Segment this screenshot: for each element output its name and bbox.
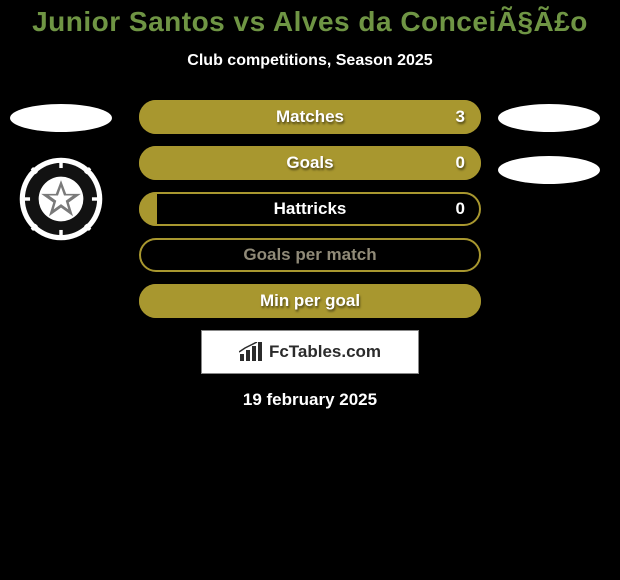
stat-row-min-per-goal: Min per goal xyxy=(139,284,481,318)
stat-row-goals-per-match: Goals per match xyxy=(139,238,481,272)
stat-row-hattricks: Hattricks 0 xyxy=(139,192,481,226)
stat-value: 0 xyxy=(456,194,465,224)
footer-date: 19 february 2025 xyxy=(0,390,620,410)
stat-value: 0 xyxy=(456,148,465,178)
stat-label: Min per goal xyxy=(141,286,479,316)
right-badge-ellipse-2 xyxy=(498,156,600,184)
stat-value: 3 xyxy=(456,102,465,132)
stat-rows: Matches 3 Goals 0 Hattricks 0 Goals per … xyxy=(139,100,481,330)
brand-box: FcTables.com xyxy=(201,330,419,374)
stat-label: Hattricks xyxy=(141,194,479,224)
brand-text: FcTables.com xyxy=(269,342,381,362)
stat-label: Goals per match xyxy=(141,240,479,270)
bar-chart-icon xyxy=(239,342,263,362)
page-title: Junior Santos vs Alves da ConceiÃ§Ã£o xyxy=(0,0,620,38)
stat-row-goals: Goals 0 xyxy=(139,146,481,180)
page-subtitle: Club competitions, Season 2025 xyxy=(0,52,620,70)
stat-label: Goals xyxy=(141,148,479,178)
club-crest-icon xyxy=(18,156,104,242)
stat-label: Matches xyxy=(141,102,479,132)
stat-row-matches: Matches 3 xyxy=(139,100,481,134)
left-badge-ellipse xyxy=(10,104,112,132)
right-badge-ellipse-1 xyxy=(498,104,600,132)
